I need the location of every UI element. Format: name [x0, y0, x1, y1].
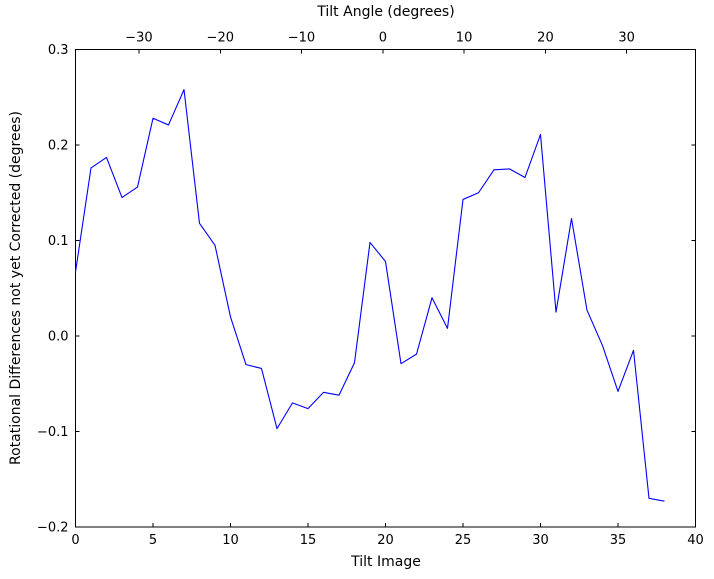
- y-tick-label: 0.1: [48, 234, 69, 249]
- y-tick-label: 0.3: [48, 43, 69, 58]
- top-tick-label: −20: [207, 31, 234, 46]
- x-tick-label: 35: [610, 533, 627, 548]
- y-tick-label: −0.2: [37, 521, 69, 536]
- top-tick-label: 20: [537, 31, 554, 46]
- y-tick-label: −0.1: [37, 425, 69, 440]
- x-tick-label: 25: [455, 533, 472, 548]
- plot-border: [75, 49, 696, 528]
- x-tick-label: 40: [687, 533, 704, 548]
- top-tick-label: −30: [125, 31, 152, 46]
- y-tick-label: 0.2: [48, 139, 69, 154]
- y-axis-label: Rotational Differences not yet Corrected…: [8, 111, 24, 465]
- data-line: [74, 89, 665, 502]
- x-tick-label: 0: [71, 533, 79, 548]
- top-tick-label: −10: [288, 31, 315, 46]
- y-tick-label: 0.0: [48, 330, 69, 345]
- x-tick-label: 15: [300, 533, 317, 548]
- top-tick-label: 10: [456, 31, 473, 46]
- top-tick-label: 30: [618, 31, 635, 46]
- top-axis-title: Tilt Angle (degrees): [317, 4, 455, 20]
- x-tick-label: 20: [377, 533, 394, 548]
- x-tick-label: 10: [222, 533, 239, 548]
- x-axis-label: Tilt Image: [351, 554, 421, 570]
- top-tick-label: 0: [379, 31, 387, 46]
- x-tick-label: 30: [532, 533, 549, 548]
- x-tick-label: 5: [149, 533, 157, 548]
